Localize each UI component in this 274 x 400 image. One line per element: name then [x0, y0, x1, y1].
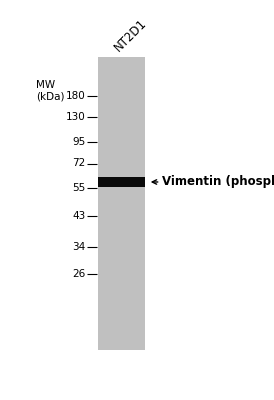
Text: 95: 95	[72, 137, 85, 147]
Text: MW
(kDa): MW (kDa)	[36, 80, 65, 102]
Text: 72: 72	[72, 158, 85, 168]
Text: 26: 26	[72, 269, 85, 279]
Text: 34: 34	[72, 242, 85, 252]
Text: Vimentin (phospho Ser56): Vimentin (phospho Ser56)	[162, 176, 274, 188]
Text: 130: 130	[65, 112, 85, 122]
Text: 180: 180	[65, 91, 85, 101]
Text: 43: 43	[72, 211, 85, 221]
Text: 55: 55	[72, 183, 85, 193]
Bar	[98, 177, 145, 186]
Bar	[98, 57, 145, 350]
Text: NT2D1: NT2D1	[112, 16, 150, 54]
